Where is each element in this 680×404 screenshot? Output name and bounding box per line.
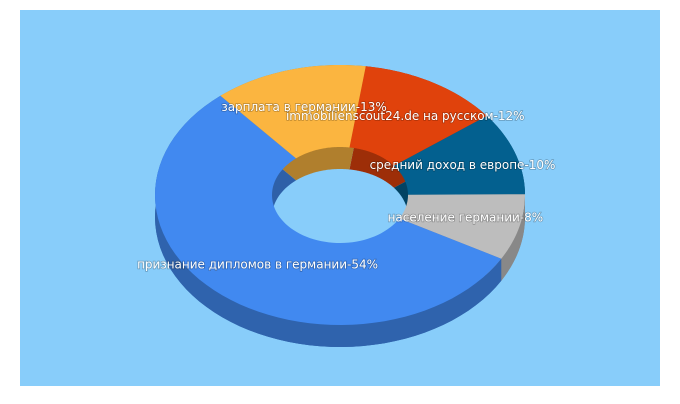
- slice: [349, 66, 487, 166]
- labels: immobilienscout24.de на русском-12% средн…: [136, 99, 556, 272]
- data-label: immobilienscout24.de на русском-12%: [286, 109, 525, 123]
- data-label: зарплата в германии-13%: [221, 100, 386, 114]
- slice-tops: [155, 65, 525, 325]
- slice: [220, 65, 366, 159]
- data-label: признание дипломов в германии-54%: [137, 258, 378, 272]
- slice: [155, 95, 502, 325]
- slice: [399, 194, 525, 259]
- data-label: население германии-8%: [388, 210, 544, 224]
- slice: [393, 115, 525, 195]
- data-label: средний доход в европе-10%: [370, 158, 556, 172]
- slice-side: [501, 194, 525, 281]
